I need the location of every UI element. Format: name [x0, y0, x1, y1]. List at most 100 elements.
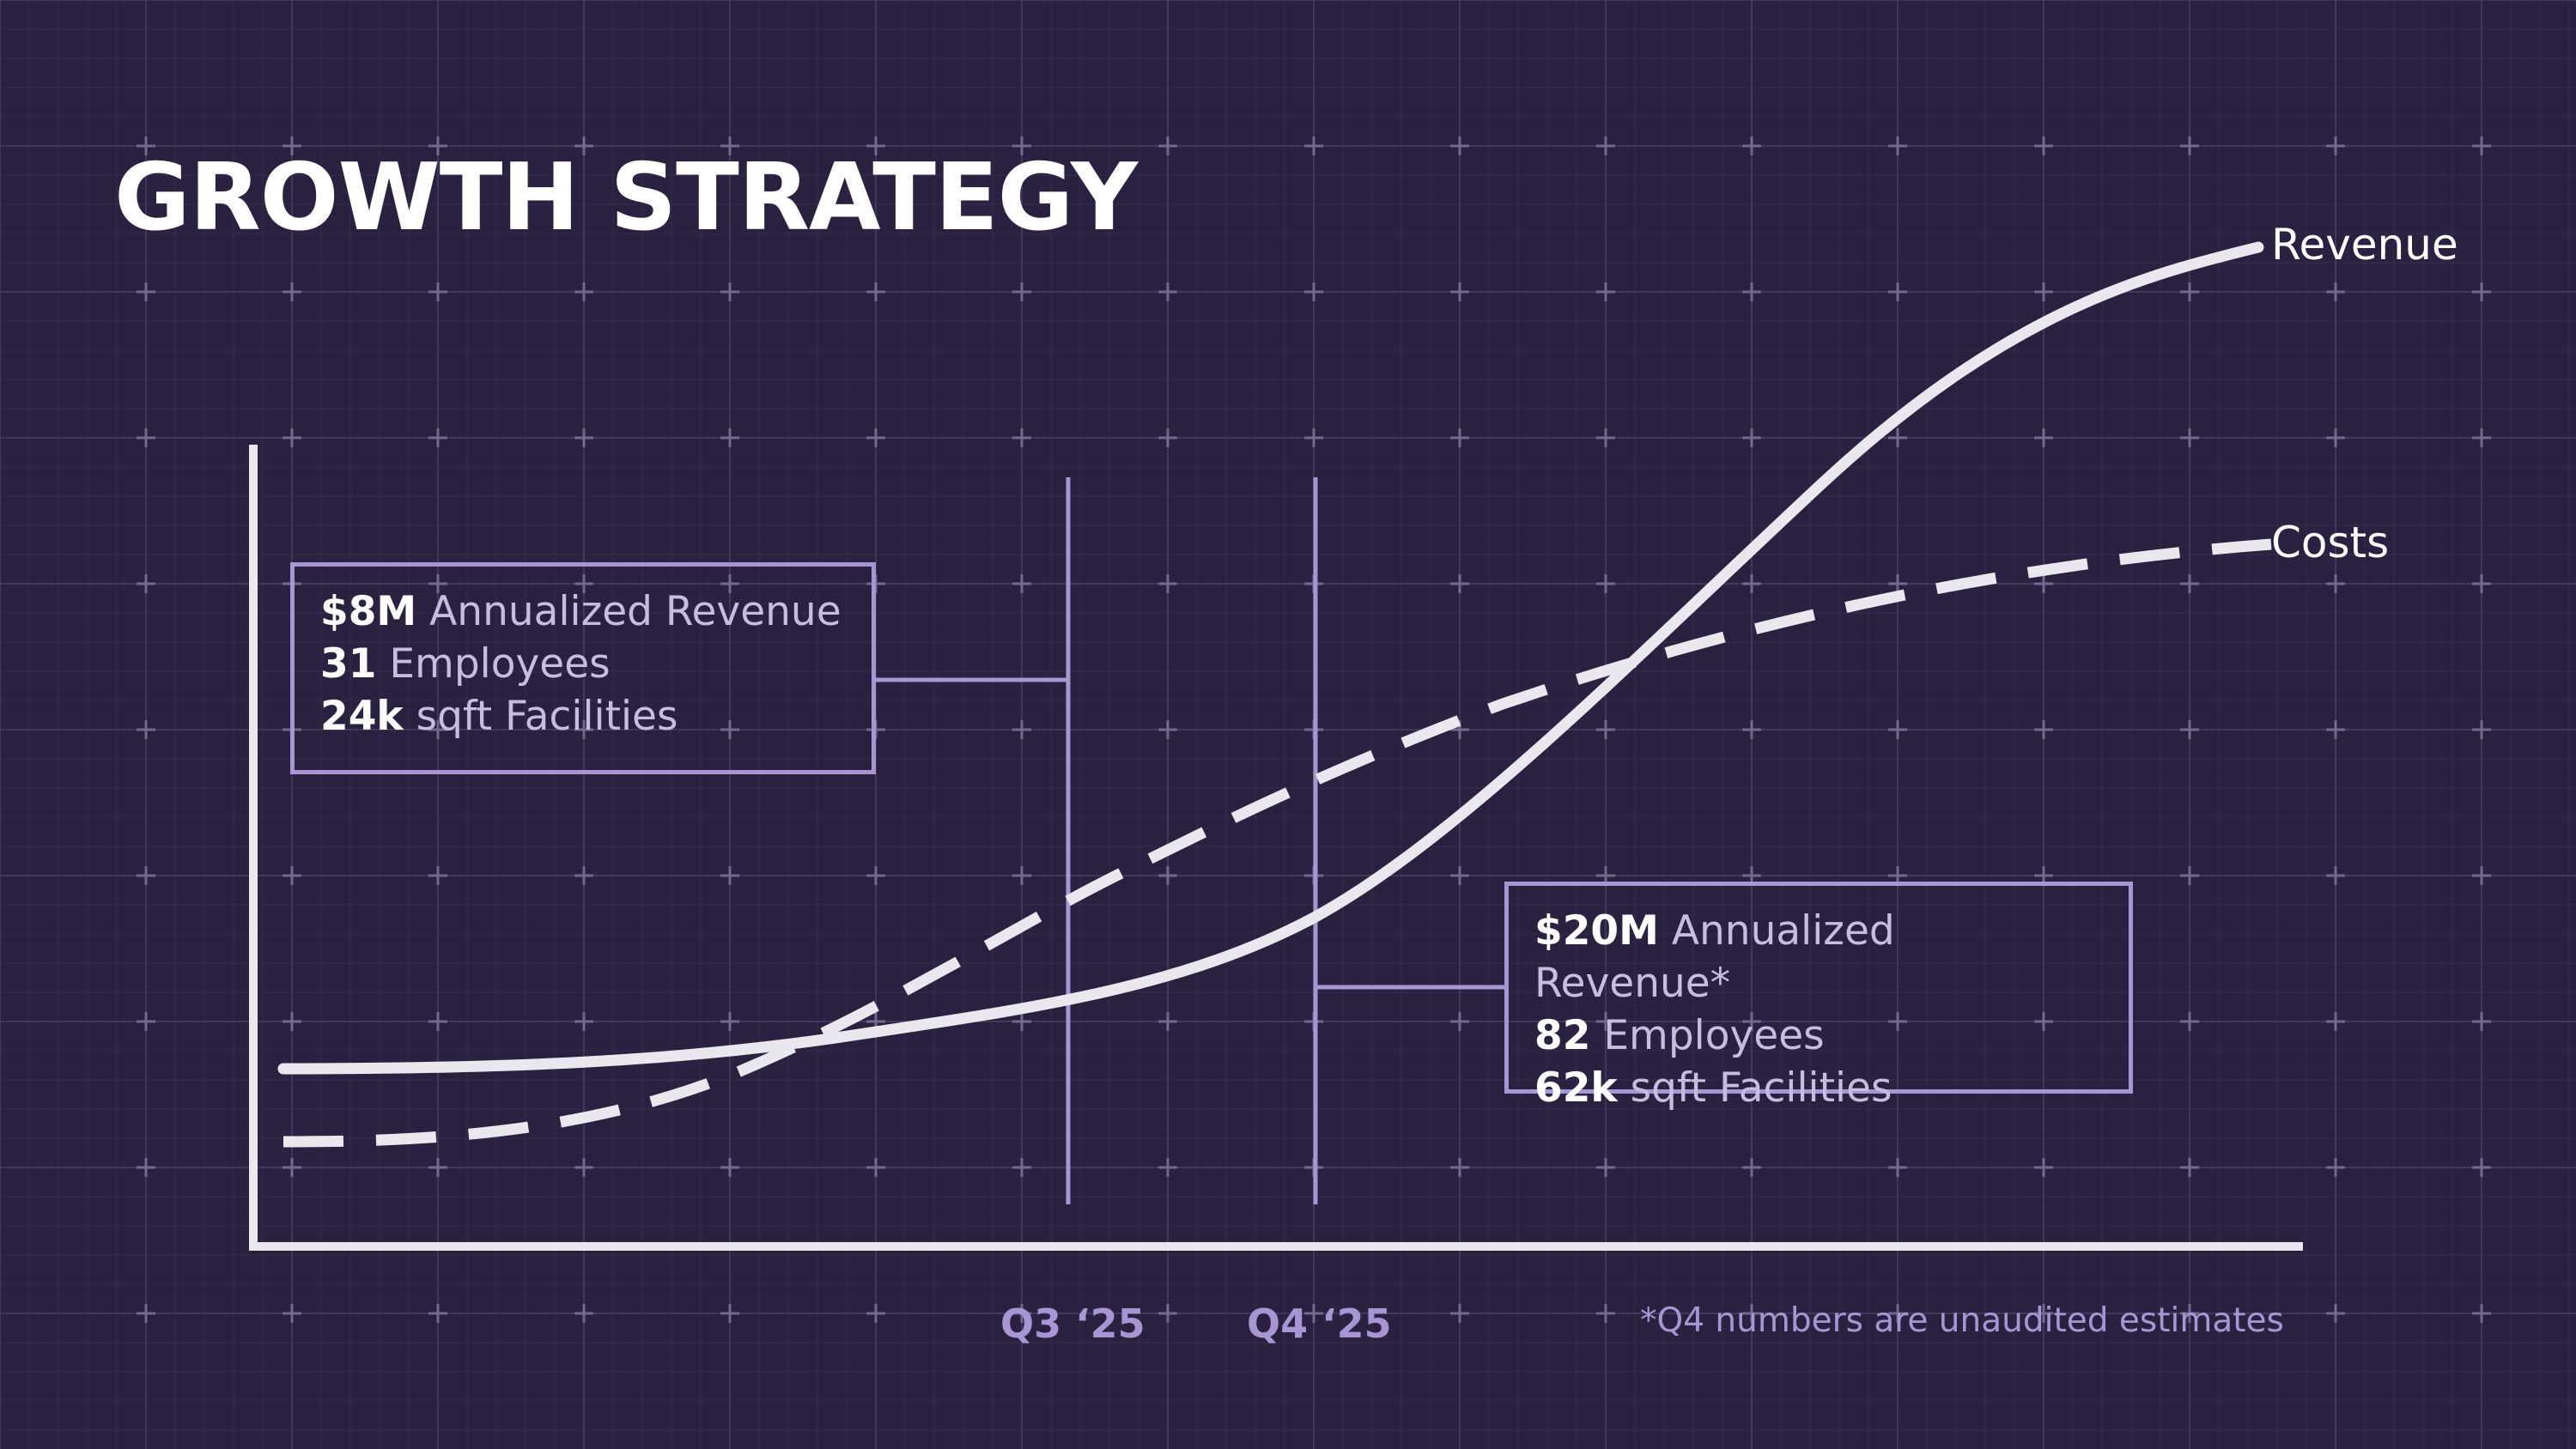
grid-crosshair — [283, 1012, 301, 1031]
grid-crosshair — [283, 866, 301, 885]
grid-crosshair — [720, 720, 739, 739]
q4-facilities-stat: 62k sqft Facilities — [1534, 1062, 2103, 1114]
x-tick-label-q3: Q3 ‘25 — [1000, 1300, 1145, 1347]
grid-crosshair — [2472, 1158, 2491, 1177]
grid-crosshair — [1888, 1158, 1907, 1177]
grid-crosshair — [2326, 1012, 2345, 1031]
grid-crosshair — [2180, 1304, 2199, 1323]
grid-crosshair — [2472, 1012, 2491, 1031]
grid-crosshair — [137, 1304, 155, 1323]
grid-crosshair — [137, 1158, 155, 1177]
grid-crosshair — [866, 1158, 885, 1177]
grid-crosshair — [1450, 1158, 1469, 1177]
grid-crosshair — [137, 428, 155, 447]
grid-crosshair — [720, 1304, 739, 1323]
grid-crosshair — [1596, 1304, 1615, 1323]
grid-crosshair — [428, 428, 447, 447]
costs-series-line — [283, 538, 2272, 1148]
grid-crosshair — [428, 720, 447, 739]
grid-crosshair — [574, 136, 593, 155]
q4-facilities-value: 62k — [1534, 1064, 1618, 1112]
grid-crosshair — [1012, 136, 1031, 155]
q3-facilities-stat: 24k sqft Facilities — [320, 690, 846, 743]
grid-crosshair — [1742, 1158, 1761, 1177]
grid-crosshair — [720, 282, 739, 301]
grid-crosshair — [720, 1012, 739, 1031]
grid-crosshair — [2472, 866, 2491, 885]
page-title: GROWTH STRATEGY — [114, 144, 1138, 252]
q3-callout-box: $8M Annualized Revenue 31 Employees 24k … — [290, 562, 876, 774]
grid-crosshair — [2180, 866, 2199, 885]
q4-revenue-value: $20M — [1534, 907, 1659, 955]
revenue-series-label: Revenue — [2271, 220, 2458, 270]
q3-facilities-value: 24k — [320, 693, 404, 740]
grid-crosshair — [720, 574, 739, 593]
grid-crosshair — [1742, 282, 1761, 301]
grid-crosshair — [1304, 1304, 1323, 1323]
grid-crosshair — [2180, 136, 2199, 155]
grid-crosshair — [283, 1304, 301, 1323]
grid-crosshair — [1450, 282, 1469, 301]
quarter-markers — [1066, 477, 1318, 1204]
grid-crosshair — [1304, 282, 1323, 301]
q4-revenue-text: Annualized Revenue* — [1534, 907, 1895, 1007]
grid-crosshair — [1888, 720, 1907, 739]
grid-crosshair — [574, 866, 593, 885]
grid-crosshair — [720, 866, 739, 885]
grid-crosshair — [1450, 866, 1469, 885]
q4-employees-text: Employees — [1603, 1012, 1825, 1059]
grid-crosshair — [2326, 1158, 2345, 1177]
grid-crosshair — [1012, 574, 1031, 593]
grid-crosshair — [1012, 1158, 1031, 1177]
grid-crosshair — [720, 136, 739, 155]
grid-crosshair — [1158, 1304, 1177, 1323]
grid-crosshair — [2180, 720, 2199, 739]
grid-crosshair — [2472, 1304, 2491, 1323]
grid-crosshair — [283, 282, 301, 301]
grid-crosshair — [1158, 574, 1177, 593]
grid-crosshair — [866, 428, 885, 447]
q4-employees-value: 82 — [1534, 1012, 1591, 1059]
grid-crosshair — [2326, 282, 2345, 301]
grid-crosshair — [1888, 428, 1907, 447]
grid-crosshair — [1742, 1304, 1761, 1323]
grid-crosshair — [428, 1304, 447, 1323]
q4-facilities-text: sqft Facilities — [1630, 1064, 1893, 1112]
q3-revenue-stat: $8M Annualized Revenue — [320, 585, 846, 638]
grid-crosshair — [2034, 136, 2053, 155]
q4-callout-box: $20M Annualized Revenue* 82 Employees 62… — [1504, 882, 2133, 1112]
grid-crosshair — [866, 282, 885, 301]
q4-revenue-stat: $20M Annualized Revenue* — [1534, 905, 2103, 1009]
grid-crosshair — [1888, 1012, 1907, 1031]
grid-crosshair — [2180, 428, 2199, 447]
grid-crosshair — [1158, 720, 1177, 739]
grid-crosshair — [1304, 136, 1323, 155]
grid-crosshair — [1596, 1012, 1615, 1031]
grid-crosshair — [1888, 1304, 1907, 1323]
grid-crosshair — [1742, 574, 1761, 593]
grid-crosshair — [2326, 136, 2345, 155]
grid-crosshair — [1450, 136, 1469, 155]
grid-crosshair — [1596, 282, 1615, 301]
grid-crosshair — [428, 1012, 447, 1031]
grid-crosshair — [1742, 136, 1761, 155]
grid-crosshair — [428, 866, 447, 885]
grid-crosshair — [283, 428, 301, 447]
grid-crosshair — [137, 282, 155, 301]
grid-crosshair — [2034, 1012, 2053, 1031]
grid-crosshair — [1012, 428, 1031, 447]
grid-crosshair — [1742, 428, 1761, 447]
grid-crosshair — [1888, 136, 1907, 155]
grid-crosshair — [2472, 136, 2491, 155]
grid-crosshair — [1158, 428, 1177, 447]
grid-crosshair — [1012, 282, 1031, 301]
grid-crosshair — [1450, 1012, 1469, 1031]
grid-crosshair — [2472, 282, 2491, 301]
grid-crosshair — [866, 1304, 885, 1323]
grid-crosshair — [137, 136, 155, 155]
grid-crosshair — [720, 428, 739, 447]
revenue-series-line — [277, 241, 2264, 1075]
grid-crosshair — [428, 136, 447, 155]
